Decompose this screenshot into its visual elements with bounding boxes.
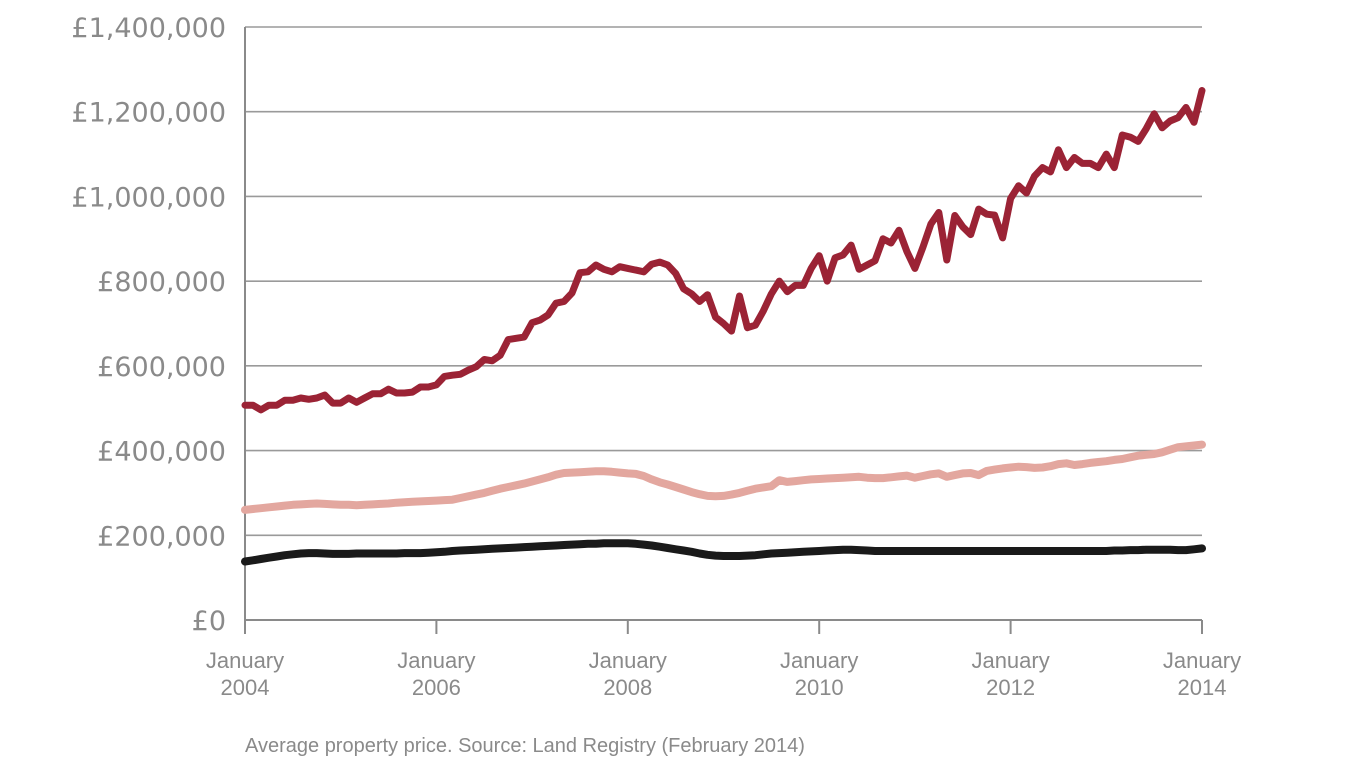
series-black-line bbox=[241, 539, 1206, 566]
x-tick-label-month: January bbox=[1163, 648, 1241, 673]
x-axis-tick-labels: January2004January2006January2008January… bbox=[206, 620, 1241, 700]
x-tick-label-year: 2006 bbox=[412, 675, 461, 700]
series-pink-line bbox=[241, 440, 1206, 514]
series-dark-red-line bbox=[241, 87, 1206, 414]
axes bbox=[244, 27, 1202, 632]
x-tick-label-month: January bbox=[780, 648, 858, 673]
y-tick-label: £0 bbox=[192, 606, 226, 637]
x-tick-label-month: January bbox=[397, 648, 475, 673]
y-tick-label: £1,400,000 bbox=[71, 13, 226, 44]
y-axis-tick-labels: £0 £200,000 £400,000 £600,000 £800,000 £1,000… bbox=[71, 13, 226, 637]
y-tick-label: £400,000 bbox=[97, 437, 226, 468]
y-tick-label: £1,200,000 bbox=[71, 98, 226, 129]
y-tick-label: £600,000 bbox=[97, 352, 226, 383]
x-tick-label-year: 2008 bbox=[603, 675, 652, 700]
x-tick-label-year: 2010 bbox=[795, 675, 844, 700]
x-tick-label-month: January bbox=[971, 648, 1049, 673]
y-tick-label: £1,000,000 bbox=[71, 182, 226, 213]
x-tick-label-month: January bbox=[206, 648, 284, 673]
x-tick-label-year: 2012 bbox=[986, 675, 1035, 700]
x-tick-label-year: 2004 bbox=[221, 675, 270, 700]
x-tick-label-year: 2014 bbox=[1178, 675, 1227, 700]
x-tick-label-month: January bbox=[589, 648, 667, 673]
gridlines bbox=[245, 26, 1202, 537]
series-lines bbox=[241, 87, 1206, 566]
y-tick-label: £800,000 bbox=[97, 267, 226, 298]
chart-caption: Average property price. Source: Land Reg… bbox=[245, 735, 805, 757]
y-tick-label: £200,000 bbox=[97, 521, 226, 552]
